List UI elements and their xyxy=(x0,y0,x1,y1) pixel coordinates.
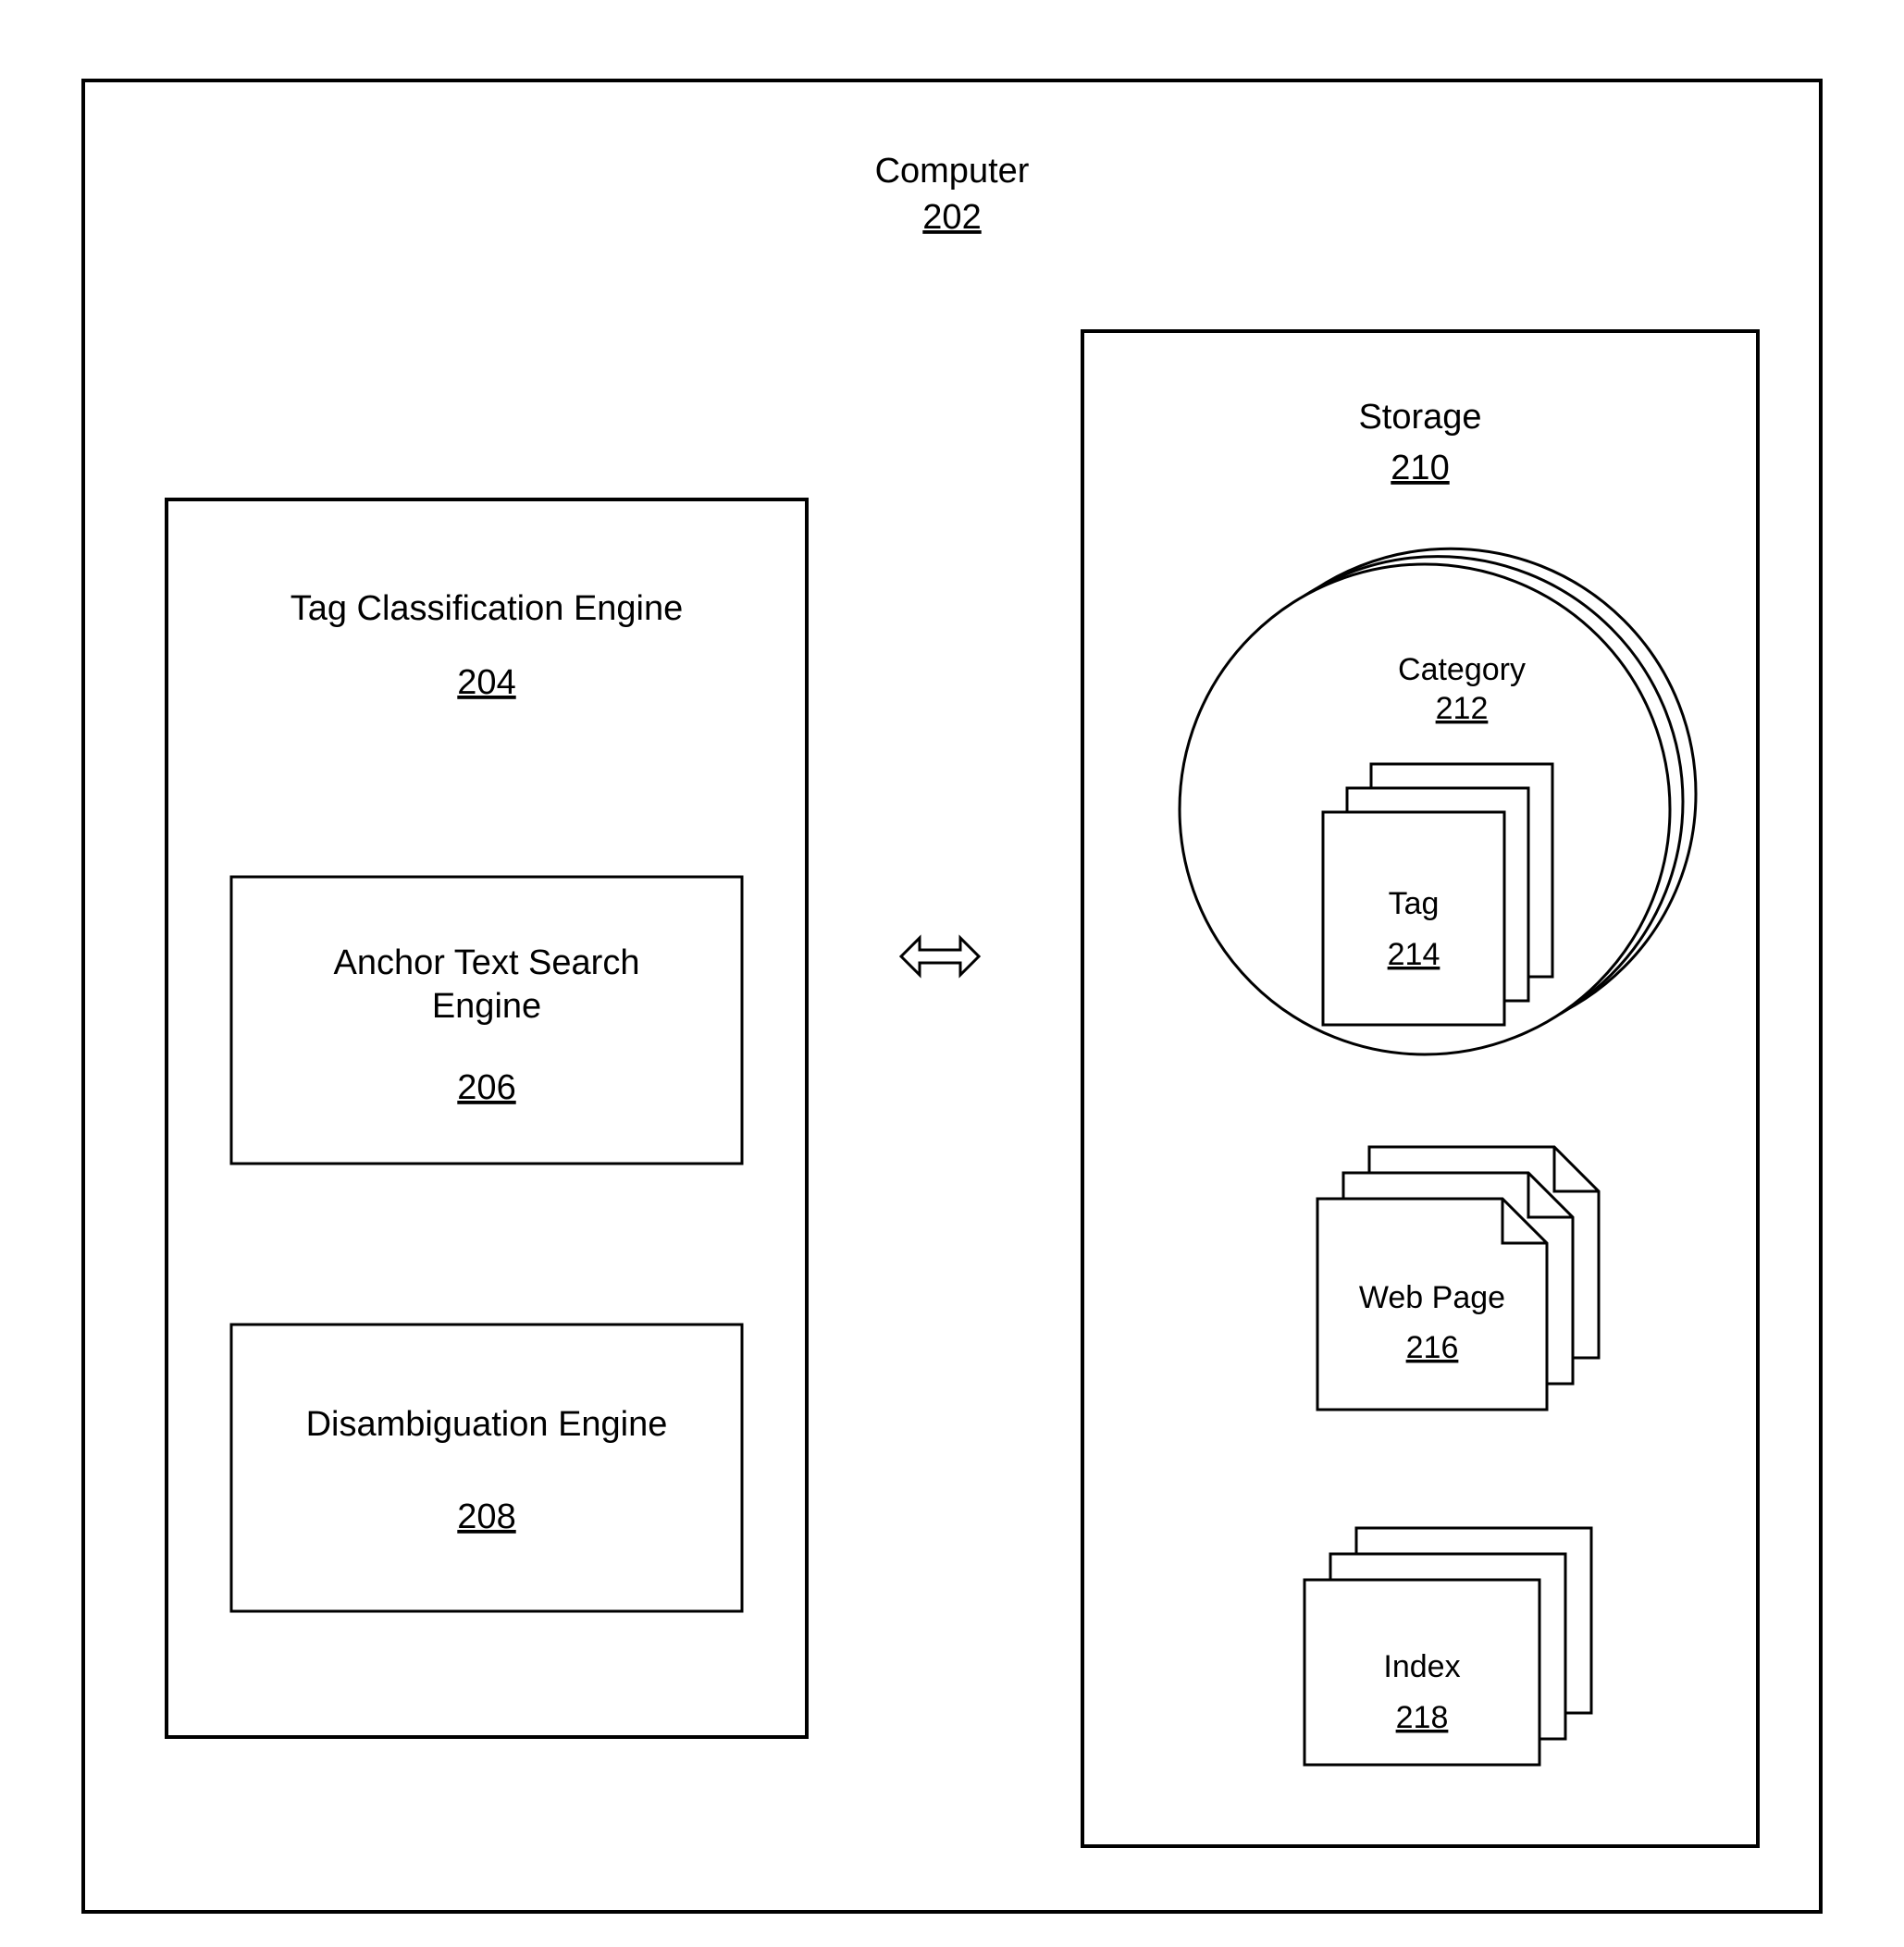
computer-label: Computer xyxy=(875,152,1030,191)
disambig-label: Disambiguation Engine xyxy=(306,1405,668,1444)
engine-label: Tag Classification Engine xyxy=(291,589,684,628)
storage-ref: 210 xyxy=(1391,449,1449,487)
category-ref: 212 xyxy=(1436,691,1489,726)
disambig-ref: 208 xyxy=(457,1497,515,1536)
category-label: Category xyxy=(1398,652,1526,687)
webpage-ref: 216 xyxy=(1406,1330,1459,1365)
storage-label: Storage xyxy=(1358,398,1481,437)
anchor-label-2: Engine xyxy=(432,987,541,1026)
disambig-box xyxy=(231,1325,742,1611)
computer-ref: 202 xyxy=(922,198,981,237)
tag-label: Tag xyxy=(1389,886,1440,921)
index-label: Index xyxy=(1383,1649,1460,1684)
tag-ref: 214 xyxy=(1388,937,1440,972)
index-ref: 218 xyxy=(1396,1700,1449,1735)
webpage-label: Web Page xyxy=(1359,1280,1505,1315)
engine-ref: 204 xyxy=(457,663,515,702)
anchor-label-1: Anchor Text Search xyxy=(334,943,640,982)
anchor-ref: 206 xyxy=(457,1068,515,1107)
